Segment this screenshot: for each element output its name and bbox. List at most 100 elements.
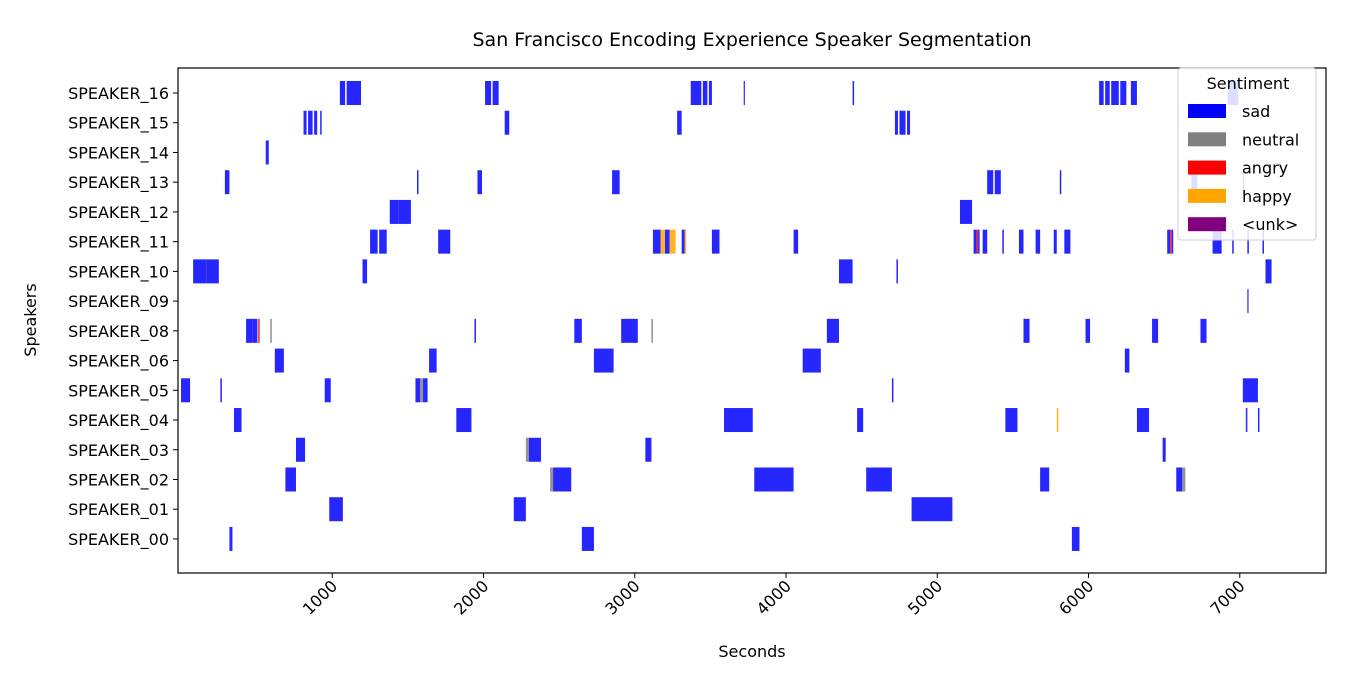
segment-bar-sad <box>1002 229 1004 254</box>
segment-bar-sad <box>652 229 661 254</box>
segment-bar-sad <box>477 170 483 195</box>
segment-bar-sad <box>899 110 906 135</box>
segment-bar-sad <box>896 259 898 284</box>
segment-bar-sad <box>690 81 702 105</box>
segment-bar-sad <box>1247 289 1249 314</box>
y-tick-label: SPEAKER_03 <box>68 441 169 461</box>
y-tick-label: SPEAKER_01 <box>68 500 169 520</box>
segment-bar-sad <box>1265 259 1272 284</box>
legend-box <box>1177 67 1317 241</box>
legend-swatch-happy <box>1188 188 1226 203</box>
segment-bar-sad <box>362 259 368 284</box>
segment-bar-sad <box>987 170 994 195</box>
segment-bar-sad <box>1262 229 1264 254</box>
y-tick-label: SPEAKER_16 <box>68 84 169 104</box>
segment-bar-sad <box>1120 81 1127 105</box>
segment-bar-neutral <box>550 467 554 492</box>
segment-bar-sad <box>1247 229 1249 254</box>
segment-bar-sad <box>1023 318 1030 343</box>
segment-bar-happy <box>1056 408 1059 433</box>
segment-bar-sad <box>907 110 911 135</box>
plot-frame <box>177 67 1327 574</box>
y-tick-label: SPEAKER_06 <box>68 352 169 372</box>
segment-bar-neutral <box>1182 467 1186 492</box>
segment-bar-sad <box>346 81 362 105</box>
segment-bar-sad <box>973 229 977 254</box>
x-tick-label: 1000 <box>299 576 341 618</box>
segment-bar-sad <box>1005 408 1018 433</box>
segment-bar-sad <box>581 526 594 551</box>
segment-bar-sad <box>982 229 988 254</box>
segment-bar-sad <box>1162 437 1166 462</box>
segment-bar-sad <box>474 318 476 343</box>
y-tick-label: SPEAKER_10 <box>68 262 169 282</box>
segment-bar-sad <box>1257 408 1260 433</box>
segment-bar-sad <box>314 110 318 135</box>
y-tick-label: SPEAKER_15 <box>68 114 169 134</box>
segment-bar-sad <box>1099 81 1104 105</box>
legend-swatch-neutral <box>1188 132 1226 147</box>
segment-bar-sad <box>621 318 638 343</box>
segment-bar-sad <box>1232 229 1234 254</box>
segment-bar-sad <box>528 437 542 462</box>
legend-swatch-sad <box>1188 104 1226 118</box>
segment-bar-sad <box>252 318 258 343</box>
y-tick-label: SPEAKER_00 <box>68 530 169 550</box>
segment-bar-sad <box>1085 318 1091 343</box>
segment-bar-sad <box>339 81 346 105</box>
y-tick-label: SPEAKER_12 <box>68 203 169 223</box>
segment-bar-sad <box>1040 467 1050 492</box>
segment-bar-sad <box>1064 229 1071 254</box>
segment-bar-neutral <box>420 378 424 403</box>
segment-bar-sad <box>206 259 219 284</box>
segment-bar-sad <box>1200 318 1207 343</box>
legend-label: neutral <box>1242 130 1299 149</box>
x-tick-label: 7000 <box>1206 576 1248 618</box>
x-axis-ticks: 1000 2000 3000 4000 5000 6000 7000 <box>299 573 1249 619</box>
legend: Sentiment sad neutral angry happy <unk> <box>1177 67 1317 241</box>
segment-bar-sad <box>320 110 322 135</box>
legend-swatch-unk <box>1188 217 1226 232</box>
segment-bar-sad <box>379 229 387 254</box>
segment-bar-sad <box>1111 81 1119 105</box>
segment-bar-angry <box>258 318 260 343</box>
y-axis-label: Speakers <box>21 283 40 356</box>
segment-bar-sad <box>1105 81 1110 105</box>
segment-bar-sad <box>1130 81 1137 105</box>
y-tick-label: SPEAKER_02 <box>68 470 169 490</box>
segment-bar-neutral <box>525 437 529 462</box>
segment-bar-sad <box>1167 229 1171 254</box>
segment-bar-sad <box>708 81 712 105</box>
segment-bar-sad <box>485 81 492 105</box>
segment-bar-sad <box>891 378 894 403</box>
legend-label: happy <box>1242 187 1292 206</box>
segment-bar-sad <box>513 497 526 522</box>
segment-bar-sad <box>665 229 670 254</box>
segment-bar-sad <box>852 81 855 105</box>
segment-bar-sad <box>681 229 685 254</box>
segment-bar-sad <box>1245 408 1248 433</box>
segment-bar-happy <box>684 229 687 254</box>
segment-bar-sad <box>743 81 745 105</box>
x-tick-label: 5000 <box>904 576 946 618</box>
segment-bar-sad <box>702 81 708 105</box>
x-tick-label: 4000 <box>753 576 795 618</box>
segment-bar-sad <box>857 408 864 433</box>
y-tick-label: SPEAKER_05 <box>68 381 169 401</box>
segment-bar-sad <box>838 259 853 284</box>
segment-bar-sad <box>233 408 242 433</box>
segment-bar-sad <box>181 378 191 403</box>
segment-bar-sad <box>370 229 378 254</box>
y-tick-label: SPEAKER_08 <box>68 322 169 342</box>
x-axis-label: Seconds <box>718 642 785 661</box>
legend-title: Sentiment <box>1207 74 1290 93</box>
segment-bar-sad <box>416 170 419 195</box>
segment-bar-sad <box>1059 170 1062 195</box>
segment-bar-sad <box>978 229 980 254</box>
segment-bar-sad <box>754 467 794 492</box>
segment-bar-sad <box>398 199 411 224</box>
segment-bar-angry <box>1170 229 1172 254</box>
segment-bar-sad <box>504 110 510 135</box>
segment-bar-sad <box>224 170 230 195</box>
